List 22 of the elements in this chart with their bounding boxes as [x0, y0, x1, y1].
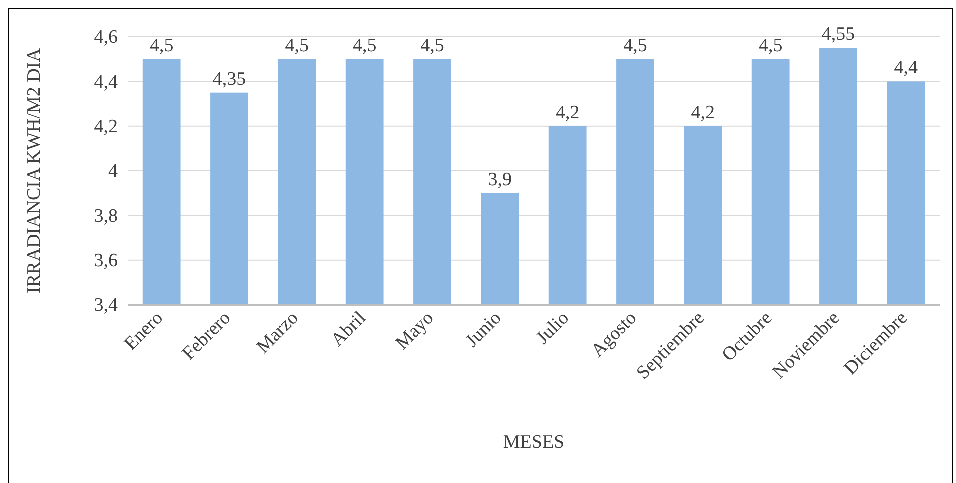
- y-tick-label: 4: [108, 161, 118, 182]
- data-label: 4,35: [212, 68, 246, 90]
- data-label: 4,55: [822, 24, 856, 46]
- data-label: 4,5: [420, 35, 444, 56]
- y-tick-label: 3,4: [94, 295, 118, 316]
- y-axis-title: IRRADIANCIA KWH/M2 DIA: [24, 48, 45, 294]
- data-label: 4,5: [150, 35, 174, 56]
- y-tick-label: 3,8: [94, 206, 118, 227]
- data-label: 4,2: [556, 102, 580, 124]
- data-label: 4,5: [624, 35, 648, 56]
- data-label: 4,5: [758, 35, 783, 56]
- y-tick-label: 4,4: [94, 72, 118, 93]
- y-tick-label: 3,6: [94, 250, 118, 272]
- data-label: 4,2: [691, 102, 716, 124]
- data-label: 4,5: [285, 35, 310, 56]
- data-label: 4,5: [352, 35, 377, 56]
- y-tick-label: 4,2: [94, 116, 118, 138]
- x-axis-title: MESES: [503, 432, 565, 453]
- data-label: 3,9: [488, 169, 512, 190]
- data-label: 4,4: [894, 58, 919, 79]
- x-tick-label: Julio: [532, 308, 574, 349]
- y-tick-label: 4,6: [94, 27, 118, 48]
